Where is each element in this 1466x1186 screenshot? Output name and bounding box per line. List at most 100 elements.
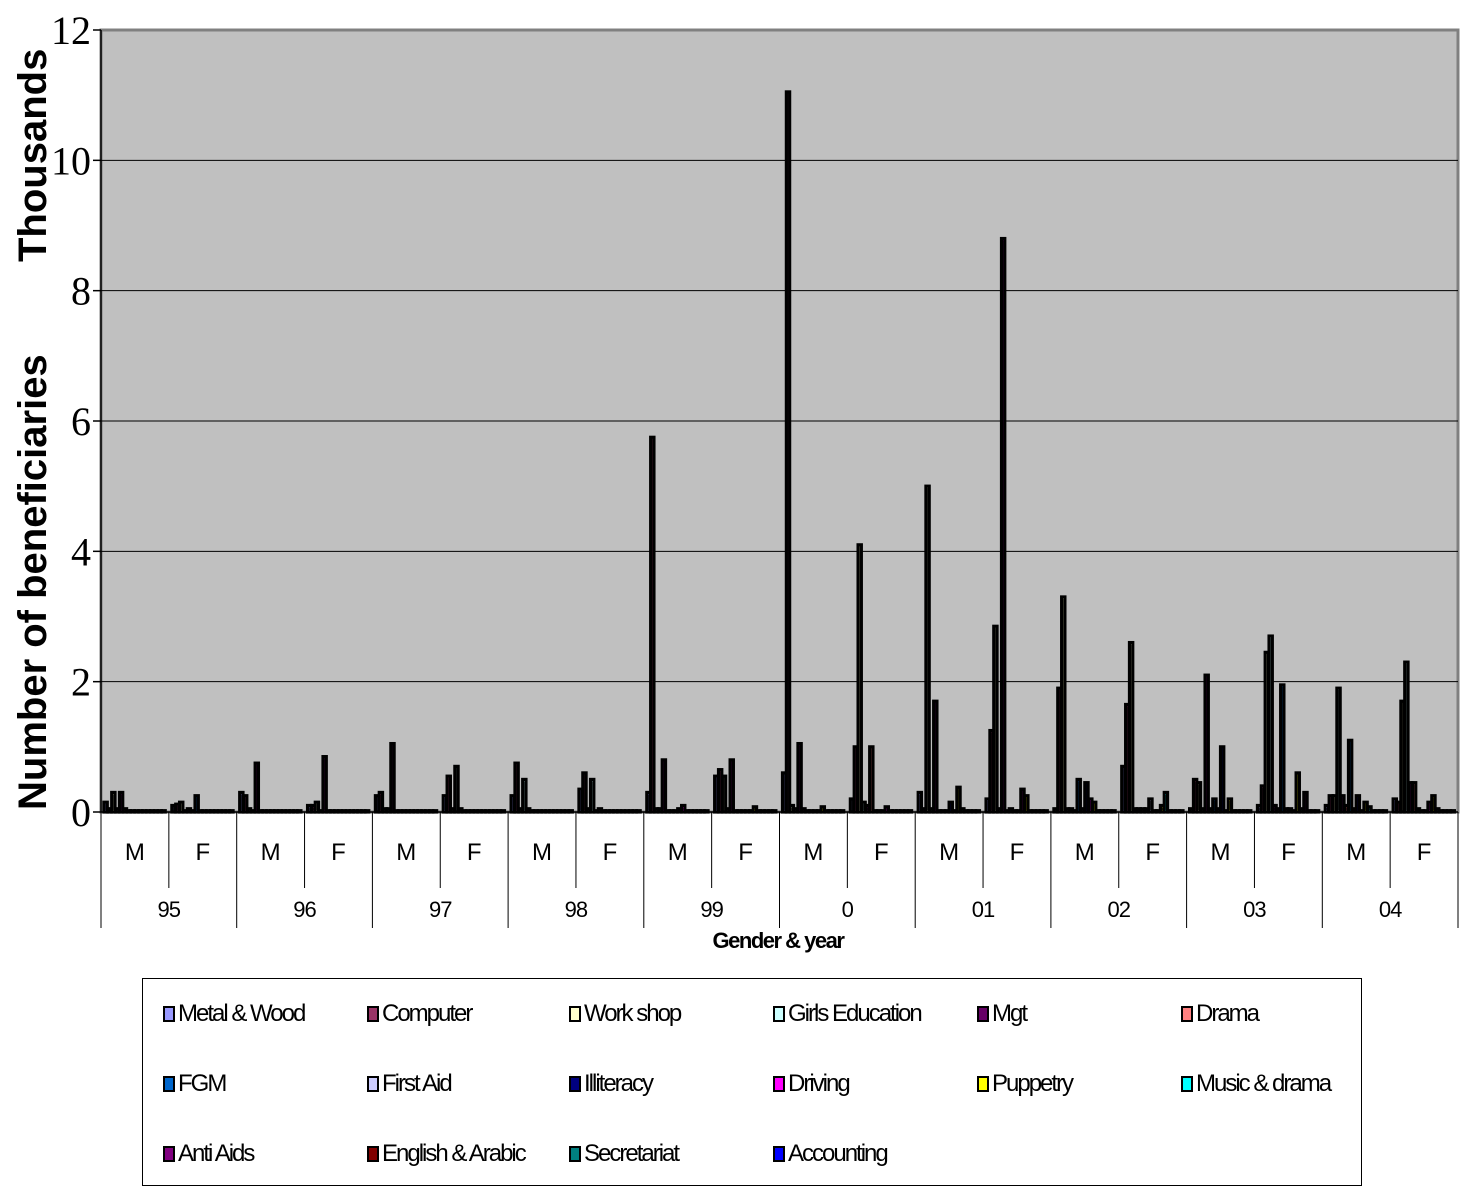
x-axis-title: Gender & year	[713, 928, 846, 953]
y-tick-label: 0	[71, 790, 91, 835]
legend-item: Anti Aids	[163, 1139, 255, 1169]
bar-illiteracy-03-m	[1218, 745, 1226, 814]
y-tick-label: 8	[71, 269, 91, 314]
legend-label: Accounting	[788, 1140, 889, 1167]
legend-swatch	[773, 1076, 785, 1092]
legend-label: FGM	[178, 1070, 227, 1097]
year-label: 97	[429, 897, 452, 922]
year-label: 03	[1243, 897, 1266, 922]
gender-label: F	[603, 839, 618, 866]
legend-label: Driving	[788, 1070, 851, 1097]
legend-item: First Aid	[367, 1069, 453, 1099]
legend-item: Computer	[367, 999, 473, 1029]
legend-label: Mgt	[992, 1000, 1028, 1027]
bar-computer-99-m	[649, 435, 656, 814]
gender-label: F	[1145, 839, 1160, 866]
year-label: 04	[1379, 897, 1402, 922]
legend-label: English & Arabic	[382, 1140, 527, 1167]
bar-girls-education-03-f	[1267, 634, 1274, 814]
legend-label: First Aid	[382, 1070, 453, 1097]
y-tick-label: 10	[51, 138, 91, 183]
legend-label: Puppetry	[992, 1070, 1074, 1097]
legend-label: Anti Aids	[178, 1140, 255, 1167]
bar-mgt-03-m	[1203, 673, 1210, 814]
bar-girls-education-97-f	[453, 764, 460, 814]
gender-label: F	[195, 839, 210, 866]
gender-label: M	[1211, 839, 1231, 866]
legend-item: Accounting	[773, 1139, 889, 1169]
gender-label: F	[1010, 839, 1025, 866]
gender-label: M	[261, 839, 281, 866]
bar-mgt-96-f	[321, 755, 328, 814]
legend-swatch	[1181, 1076, 1193, 1092]
legend-swatch	[163, 1076, 175, 1092]
legend-label: Secretariat	[584, 1140, 680, 1167]
legend-label: Work shop	[584, 1000, 682, 1027]
year-label: 96	[293, 897, 316, 922]
legend-swatch	[773, 1146, 785, 1162]
legend-label: Computer	[382, 1000, 473, 1027]
bar-drama-0-f	[868, 745, 875, 814]
bar-computer-0-m	[784, 90, 792, 814]
bar-computer-98-f	[581, 771, 588, 814]
bar-work-shop-0-f	[856, 543, 863, 814]
bar-mgt-01-f	[999, 236, 1007, 814]
gender-label: F	[467, 839, 482, 866]
gender-label: F	[738, 839, 753, 866]
legend-item: Secretariat	[569, 1139, 680, 1169]
y-axis: 0 2 4 6 8 10 12	[51, 8, 102, 835]
gender-label: M	[125, 839, 145, 866]
bar-mgt-0-m	[796, 741, 803, 814]
legend-swatch	[569, 1006, 581, 1022]
bar-work-shop-01-f	[992, 624, 999, 814]
legend-swatch	[163, 1006, 175, 1022]
bar-fgm-02-m	[1075, 777, 1082, 814]
bar-mgt-99-f	[728, 758, 735, 814]
gender-label: M	[1075, 839, 1095, 866]
gender-label: F	[1417, 839, 1432, 866]
legend-swatch	[163, 1146, 175, 1162]
bar-girls-education-04-m	[1335, 686, 1342, 814]
legend-item: Puppetry	[977, 1069, 1074, 1099]
legend-label: Illiteracy	[584, 1070, 654, 1097]
gender-label: M	[668, 839, 688, 866]
y-axis-unit-label: Thousands	[11, 49, 55, 262]
bar-mgt-97-m	[389, 741, 396, 814]
bar-computer-98-m	[513, 761, 520, 814]
bar-computer-97-f	[445, 774, 452, 814]
bar-mgt-99-m	[660, 758, 668, 814]
legend-swatch	[977, 1076, 989, 1092]
legend-item: Metal & Wood	[163, 999, 306, 1029]
legend-item: Driving	[773, 1069, 851, 1099]
bar-anti-aids-03-f	[1302, 790, 1309, 814]
legend-label: Drama	[1196, 1000, 1260, 1027]
bar-work-shop-02-f	[1127, 640, 1135, 814]
legend-item: Girls Education	[773, 999, 923, 1029]
gender-label: M	[803, 839, 823, 866]
bar-girls-education-98-f	[588, 777, 596, 814]
year-label: 01	[972, 897, 995, 922]
legend-item: FGM	[163, 1069, 227, 1099]
y-tick-label: 12	[51, 8, 91, 53]
bar-music-drama-02-f	[1162, 790, 1170, 814]
legend-label: Music & drama	[1196, 1070, 1332, 1097]
bar-fgm-03-f	[1279, 683, 1286, 814]
bar-work-shop-01-m	[924, 484, 931, 814]
year-label: 98	[565, 897, 588, 922]
gender-label: F	[1281, 839, 1296, 866]
y-tick-label: 2	[71, 660, 91, 705]
legend-swatch	[569, 1146, 581, 1162]
year-label: 0	[842, 897, 854, 922]
legend-label: Metal & Wood	[178, 1000, 306, 1027]
legend-swatch	[367, 1006, 379, 1022]
bar-mgt-96-m	[253, 761, 261, 814]
year-label: 95	[158, 897, 181, 922]
legend-swatch	[367, 1146, 379, 1162]
y-tick-label: 4	[71, 529, 91, 574]
bar-work-shop-02-m	[1060, 595, 1067, 814]
bar-fgm-04-m	[1346, 738, 1354, 814]
bar-work-shop-99-f	[720, 774, 728, 814]
gender-label: M	[939, 839, 959, 866]
x-axis: M F M F M F M F M F M F M F M F M F M F 95 96 97 98 99 0 01 02 03 04	[100, 811, 1459, 928]
